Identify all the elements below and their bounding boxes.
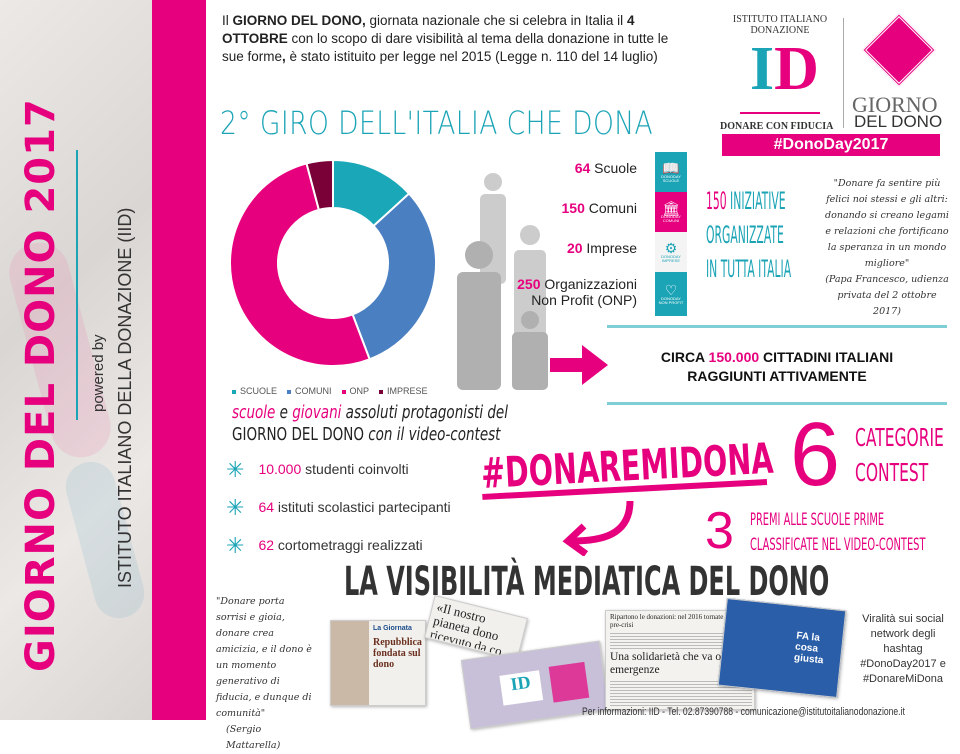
tv-photo: FA la cosa giusta [717,597,847,699]
press-clipping: La Giornata Repubblica fondata sul dono [330,620,426,706]
sidebar-background: GIORNO DEL DONO 2017 powered by ISTITUTO… [0,0,152,720]
contest-hashtag: #DONAREMIDONA [479,433,775,500]
stat-badge: ⚙ DONODAY IMPRESE [655,232,687,272]
divider [607,325,947,328]
bullet-item: ✳ 64 istituti scolastici partecipanti [226,495,451,521]
asterisk-icon: ✳ [226,457,245,483]
book-icon: 📖 [662,160,680,176]
bullet-item: ✳ 62 cortometraggi realizzati [226,533,423,559]
legend-label: ONP [349,386,370,396]
legend-swatch [232,389,236,394]
quote-mattarella: "Donare porta sorrisi e gioia, donare cr… [216,596,312,751]
legend-swatch [379,389,384,394]
intro-text: Il GIORNO DEL DONO, giornata nazionale c… [222,13,669,64]
divider [607,402,947,405]
people-icon [457,173,548,390]
stat-text: 250 Organizzazioni Non Profit (ONP) [517,276,637,308]
powered-by: powered by [90,334,107,412]
gdd-diamond-icon [862,13,936,87]
stat-text: 64 Scuole [574,160,637,176]
iniziative: 150 INIZIATIVE ORGANIZZATE IN TUTTA ITALIA [706,187,792,283]
legend-item: SCUOLE [232,386,277,396]
iid-logo: ID [750,35,819,103]
social-text: Viralità sui social network degli hashta… [860,613,946,685]
reach-text: CIRCA 150.000 CITTADINI ITALIANI RAGGIUNT… [660,349,894,384]
stat-badge: 📖 DONODAY SCUOLE [655,152,687,192]
sidebar-org: ISTITUTO ITALIANO DELLA DONAZIONE (IID) [115,207,135,588]
pink-bar [152,0,206,720]
legend-swatch [287,389,292,394]
logo-block: ISTITUTO ITALIANO DONAZIONE ID DONARE CO… [710,8,950,158]
bullet-list: ✳ 10.000 studenti coinvolti ✳ 64 istituti s… [226,456,451,570]
asterisk-icon: ✳ [226,533,245,559]
legend-item: ONP [341,386,370,396]
premi: PREMI ALLE SCUOLE PRIME CLASSIFICATE NEL … [750,510,926,555]
building-icon: 🏛 [662,200,680,216]
watermark [60,456,150,624]
sidebar-title: GIORNO DEL DONO 2017 [18,98,64,672]
three-number: 3 [705,502,734,560]
stat-item: 250 Organizzazioni Non Profit (ONP) ♡ DONO… [500,272,687,316]
legend-label: COMUNI [295,386,332,396]
divider [843,18,844,128]
divider [76,150,78,420]
stat-item: 20 Imprese ⚙ DONODAY IMPRESE [500,232,687,276]
quote-pope: "Donare fa sentire più felici noi stessi… [825,178,949,317]
stat-text: 150 Comuni [561,200,638,216]
logo-tagline: DONARE CON FIDUCIA [720,121,834,132]
schools-heading: scuole e giovani assoluti protagonisti d… [232,402,508,445]
stat-item: 150 Comuni 🏛 DONODAY COMUNI [500,192,687,236]
legend-label: SCUOLE [240,386,278,396]
asterisk-icon: ✳ [226,495,245,521]
hashtag-banner: #DonoDay2017 [722,134,940,156]
arrow-right-icon [550,345,608,385]
page-heading: 2° GIRO DELL'ITALIA CHE DONA [220,104,654,142]
stat-badge: 🏛 DONODAY COMUNI [655,192,687,232]
bullet-item: ✳ 10.000 studenti coinvolti [226,457,409,483]
legend-swatch [341,389,346,394]
legend-item: IMPRESE [379,386,428,396]
gdd-text: GIORNO [852,92,938,117]
stat-text: 20 Imprese [566,240,637,256]
heart-icon: ♡ [664,282,678,298]
donut-slice-imprese [305,158,334,212]
divider [740,112,820,114]
legend-item: COMUNI [287,386,332,396]
donut-chart [229,158,437,367]
categorie: CATEGORIE CONTEST [855,423,944,487]
logo-arc-text: ISTITUTO ITALIANO DONAZIONE [732,14,828,36]
gears-icon: ⚙ [664,240,678,256]
six-number: 6 [790,405,841,505]
gdd-text: DEL DONO [854,112,943,131]
stat-badge: ♡ DONODAY NON PROFIT [655,272,687,316]
chart-legend: SCUOLE COMUNI ONP IMPRESE [232,386,428,396]
curved-arrow-icon [562,500,634,556]
media-title: LA VISIBILITÀ MEDIATICA DEL DONO [344,559,830,605]
legend-label: IMPRESE [387,386,428,396]
stat-item: 64 Scuole 📖 DONODAY SCUOLE [500,152,687,196]
footer-contact: Per informazioni: IID - Tel. 02.87390788… [582,706,905,718]
donut-slice-onp [229,162,371,367]
donut-slice-comuni [351,192,437,361]
